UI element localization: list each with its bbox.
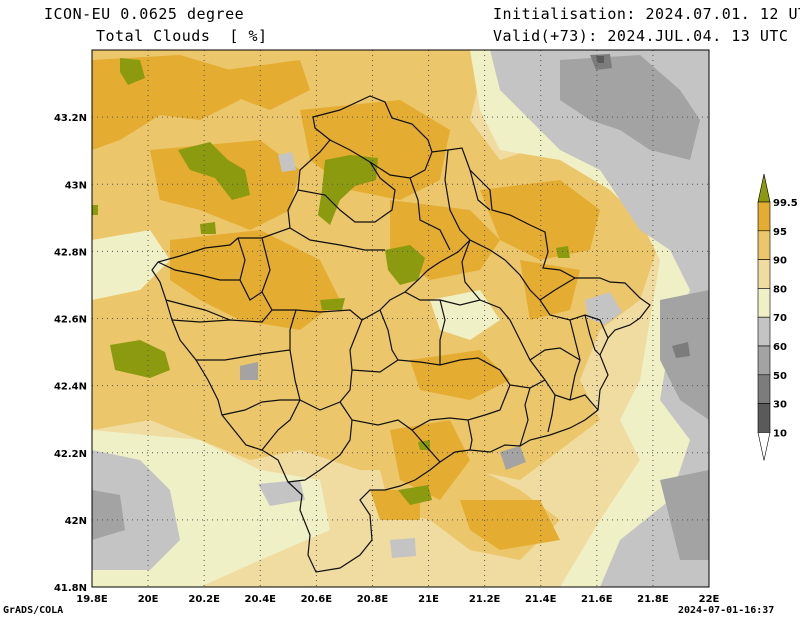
legend-swatch <box>757 345 771 376</box>
lat-tick-label: 42.8N <box>54 247 87 258</box>
lat-tick-label: 42N <box>65 516 87 527</box>
legend-label: 95 <box>773 227 787 238</box>
lon-tick-label: 20.8E <box>357 594 389 605</box>
lat-tick-label: 43N <box>65 180 87 191</box>
legend-min-arrow <box>757 432 771 461</box>
valid-time: Valid(+73): 2024.JUL.04. 13 UTC <box>493 27 789 45</box>
lon-tick-label: 21.8E <box>637 594 669 605</box>
map-frame <box>91 49 710 588</box>
legend-swatch <box>757 201 771 232</box>
legend-swatch <box>757 288 771 318</box>
timestamp-label: 2024-07-01-16:37 <box>678 605 775 616</box>
legend-label: 30 <box>773 400 787 411</box>
legend-label: 60 <box>773 342 787 353</box>
admin-borders <box>151 95 651 573</box>
lon-tick-label: 22E <box>699 594 720 605</box>
lon-tick-label: 21.2E <box>469 594 501 605</box>
lon-tick-label: 21E <box>418 594 439 605</box>
initialisation-time: Initialisation: 2024.07.01. 12 UTC <box>493 5 800 23</box>
legend-label: 10 <box>773 428 787 439</box>
lon-tick-label: 20.6E <box>301 594 333 605</box>
legend-max-arrow <box>757 173 771 203</box>
legend-swatch <box>757 374 771 404</box>
lon-tick-label: 20.4E <box>245 594 277 605</box>
lat-tick-label: 43.2N <box>54 113 87 124</box>
lon-tick-label: 20.2E <box>188 594 220 605</box>
legend-swatch <box>757 259 771 289</box>
lat-tick-label: 42.4N <box>54 382 87 393</box>
legend-swatch <box>757 230 771 260</box>
lon-tick-label: 21.6E <box>581 594 613 605</box>
lat-tick-label: 41.8N <box>54 583 87 594</box>
legend-swatch <box>757 316 771 347</box>
lon-tick-label: 19.8E <box>76 594 108 605</box>
lat-tick-label: 42.2N <box>54 449 87 460</box>
legend-label: 50 <box>773 371 787 382</box>
legend-swatch <box>757 403 771 433</box>
lat-tick-label: 42.6N <box>54 315 87 326</box>
cloud-field <box>92 50 709 587</box>
legend-label: 99.5 <box>773 198 798 209</box>
legend-label: 90 <box>773 256 787 267</box>
model-title: ICON-EU 0.0625 degree <box>44 5 245 23</box>
lon-tick-label: 21.4E <box>525 594 557 605</box>
legend-label: 80 <box>773 284 787 295</box>
axis-labels: 19.8E 20E 20.2E 20.4E 20.6E 20.8E 21E 21.2E 21.4… <box>54 113 720 605</box>
lon-tick-label: 20E <box>138 594 159 605</box>
credit-label: GrADS/COLA <box>3 605 64 616</box>
variable-title: Total Clouds [ %] <box>96 27 268 45</box>
legend-label: 70 <box>773 313 787 324</box>
